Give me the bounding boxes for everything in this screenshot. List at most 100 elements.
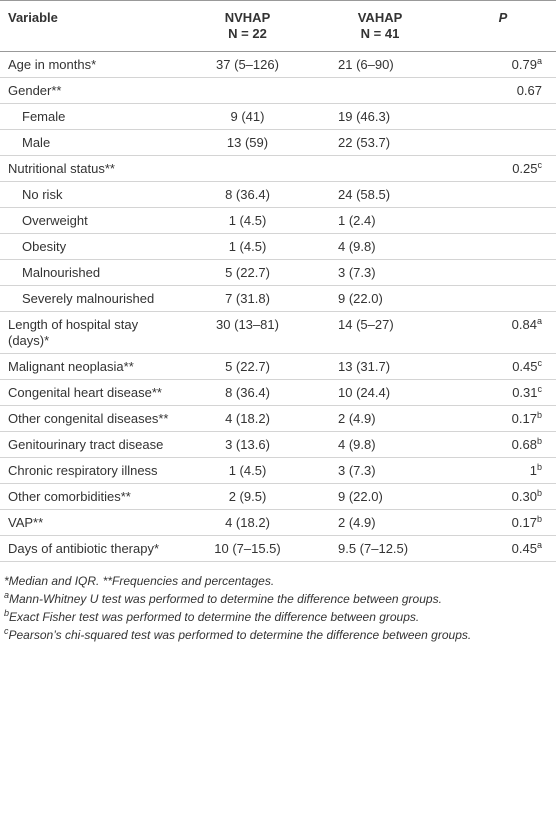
cell: 1 (4.5): [185, 457, 310, 484]
cell: 1 (4.5): [185, 233, 310, 260]
table-row: Genitourinary tract disease 3 (13.6) 4 (9.…: [0, 431, 556, 458]
footnote-mark: a: [4, 590, 10, 600]
p-value: 0.84: [511, 317, 537, 332]
cell: 1 (2.4): [310, 207, 450, 234]
table-header: Variable NVHAP N = 22 VAHAP N = 41 P: [0, 0, 556, 52]
footnote: aMann-Whitney U test was performed to de…: [4, 590, 550, 608]
row-label: Other comorbidities**: [8, 489, 131, 504]
cell: 1b: [450, 457, 556, 484]
p-value: 0.31: [512, 385, 538, 400]
footnotes: *Median and IQR. **Frequencies and perce…: [0, 562, 556, 644]
cell: 2 (4.9): [310, 509, 450, 536]
table-row: VAP** 4 (18.2) 2 (4.9) 0.17b: [0, 509, 556, 536]
row-label: Female: [22, 109, 66, 124]
cell: 13 (31.7): [310, 353, 450, 380]
cell-value: 14 (5–27): [338, 317, 394, 332]
table-row: Gender** 0.67: [0, 77, 556, 104]
cell: 7 (31.8): [185, 285, 310, 312]
p-value: 0.25: [512, 161, 538, 176]
p-note: a: [536, 56, 542, 66]
cell: Nutritional status**: [0, 155, 185, 182]
cell: Severely malnourished: [0, 285, 185, 312]
row-label: Obesity: [22, 239, 67, 254]
p-note: c: [537, 384, 543, 394]
cell-value: 5 (22.7): [225, 359, 270, 374]
row-label: Overweight: [22, 213, 88, 228]
cell: 0.25c: [450, 155, 556, 182]
cell-value: 2 (4.9): [338, 515, 376, 530]
cell: 9 (22.0): [310, 483, 450, 510]
row-label: Other congenital diseases**: [8, 411, 169, 426]
cell: 2 (4.9): [310, 405, 450, 432]
cell-value: 4 (18.2): [225, 515, 270, 530]
row-label: Age in months*: [8, 57, 97, 72]
row-label: Male: [22, 135, 51, 150]
cell-value: 1 (4.5): [228, 239, 267, 254]
cell: Age in months*: [0, 51, 185, 78]
p-value: 0.17: [511, 411, 537, 426]
row-label: VAP**: [8, 515, 44, 530]
cell: 37 (5–126): [185, 51, 310, 78]
cell: [450, 103, 556, 130]
p-note: b: [536, 514, 542, 524]
cell: [450, 259, 556, 286]
cell: [310, 77, 450, 104]
row-label: Chronic respiratory illness: [8, 463, 158, 478]
cell: 24 (58.5): [310, 181, 450, 208]
cell-value: 10 (24.4): [338, 385, 391, 400]
cell: 10 (24.4): [310, 379, 450, 406]
cell: 8 (36.4): [185, 181, 310, 208]
table-row: Age in months* 37 (5–126) 21 (6–90) 0.79a: [0, 51, 556, 78]
header-text: P: [498, 10, 508, 25]
cell: 1 (4.5): [185, 207, 310, 234]
row-label: Days of antibiotic therapy*: [8, 541, 160, 556]
p-value: 0.30: [511, 489, 537, 504]
footnote-text: Exact Fisher test was performed to deter…: [9, 610, 420, 624]
cell: 5 (22.7): [185, 353, 310, 380]
cell: [185, 77, 310, 104]
table-body: Age in months* 37 (5–126) 21 (6–90) 0.79a Ge…: [0, 51, 556, 562]
row-label: Nutritional status**: [8, 161, 115, 176]
cell: [450, 129, 556, 156]
row-label: No risk: [22, 187, 63, 202]
cell: [450, 181, 556, 208]
cell: 14 (5–27): [310, 311, 450, 354]
row-label: Gender**: [8, 83, 62, 98]
cell: 4 (9.8): [310, 431, 450, 458]
table-row: Days of antibiotic therapy* 10 (7–15.5) 9.…: [0, 535, 556, 562]
header-text: N = 41: [360, 26, 400, 41]
cell: Other comorbidities**: [0, 483, 185, 510]
cell: Other congenital diseases**: [0, 405, 185, 432]
p-value: 0.45: [512, 359, 538, 374]
cell-value: 1 (4.5): [228, 463, 267, 478]
cell: 0.79a: [450, 51, 556, 78]
cell: Obesity: [0, 233, 185, 260]
row-label: Congenital heart disease**: [8, 385, 162, 400]
cell: Genitourinary tract disease: [0, 431, 185, 458]
row-label: Severely malnourished: [22, 291, 155, 306]
cell: 4 (9.8): [310, 233, 450, 260]
cell: Length of hospital stay (days)*: [0, 311, 185, 354]
cell: Female: [0, 103, 185, 130]
footnote-mark: c: [4, 626, 9, 636]
cell-value: 5 (22.7): [225, 265, 270, 280]
row-label: Malignant neoplasia**: [8, 359, 134, 374]
cell: 9 (22.0): [310, 285, 450, 312]
cell-value: 13 (59): [226, 135, 269, 150]
table-row: Other congenital diseases** 4 (18.2) 2 (4.…: [0, 405, 556, 432]
cell: 0.17b: [450, 509, 556, 536]
p-note: a: [536, 540, 542, 550]
header-text: Variable: [8, 10, 58, 25]
row-label: Genitourinary tract disease: [8, 437, 164, 452]
cell: Overweight: [0, 207, 185, 234]
footnote-text: *Median and IQR. **Frequencies and perce…: [4, 574, 275, 588]
p-note: c: [537, 160, 543, 170]
footnote-text: Mann-Whitney U test was performed to det…: [9, 592, 442, 606]
p-note: a: [536, 316, 542, 326]
p-value: 0.45: [511, 541, 537, 556]
cell-value: 9.5 (7–12.5): [338, 541, 409, 556]
cell: [450, 207, 556, 234]
cell: Gender**: [0, 77, 185, 104]
table-row: Severely malnourished 7 (31.8) 9 (22.0): [0, 285, 556, 312]
cell: 9.5 (7–12.5): [310, 535, 450, 562]
